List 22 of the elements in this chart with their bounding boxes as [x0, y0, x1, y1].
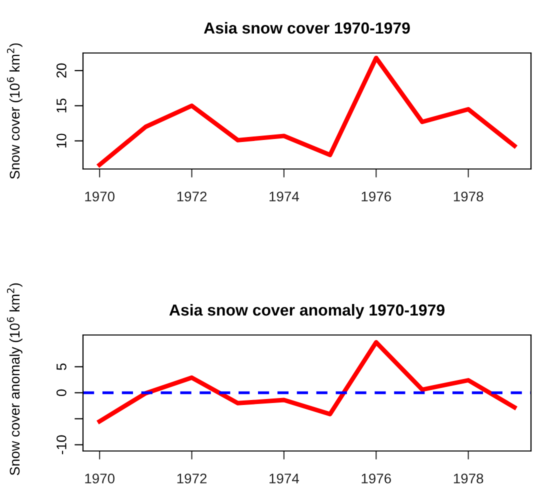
y-axis-title: Snow cover (10$^{6}$ km$^{2}$): [6, 43, 22, 179]
y-tick-label: -10: [56, 435, 66, 454]
y-tick-label: 5: [56, 363, 66, 370]
y-tick-label: 15: [56, 98, 66, 112]
line-series: [97, 56, 517, 168]
x-tick-label: 1970: [85, 192, 114, 202]
x-tick-label: 1974: [270, 474, 299, 484]
x-tick-label: 1974: [270, 192, 299, 202]
chart-title: Asia snow cover anomaly 1970-1979: [169, 304, 444, 319]
x-tick-label: 1976: [362, 192, 391, 202]
x-tick-label: 1978: [454, 192, 484, 202]
chart-title: Asia snow cover 1970-1979: [204, 22, 410, 34]
x-tick-label: 1972: [177, 474, 207, 484]
x-tick-label: 1976: [362, 474, 391, 484]
y-tick-label: 0: [56, 389, 66, 396]
x-tick-label: 1972: [177, 192, 207, 202]
y-axis-title: Snow cover anomaly (10$^{6}$ km$^{2}$): [6, 283, 22, 476]
x-tick-label: 1978: [454, 474, 484, 484]
line-series: [97, 340, 517, 424]
y-tick-label: 10: [56, 134, 66, 148]
y-tick-label: 20: [56, 63, 66, 78]
x-tick-label: 1970: [85, 474, 114, 484]
